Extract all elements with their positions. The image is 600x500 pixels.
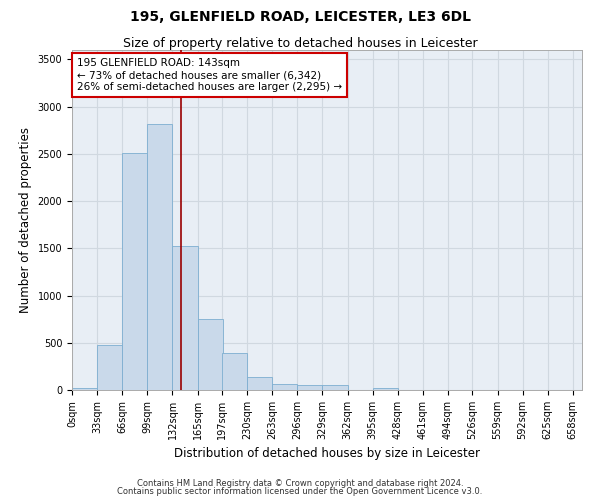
Bar [72,388,97,390]
Bar [247,377,272,390]
Bar [122,153,148,390]
Bar [97,344,122,390]
Bar [172,246,197,390]
Text: Contains public sector information licensed under the Open Government Licence v3: Contains public sector information licen… [118,487,482,496]
Text: Size of property relative to detached houses in Leicester: Size of property relative to detached ho… [122,38,478,51]
Bar [148,124,172,390]
Bar [222,353,247,390]
X-axis label: Distribution of detached houses by size in Leicester: Distribution of detached houses by size … [174,448,480,460]
Bar [298,386,322,390]
Bar [272,384,298,390]
Text: Contains HM Land Registry data © Crown copyright and database right 2024.: Contains HM Land Registry data © Crown c… [137,478,463,488]
Text: 195, GLENFIELD ROAD, LEICESTER, LE3 6DL: 195, GLENFIELD ROAD, LEICESTER, LE3 6DL [130,10,470,24]
Y-axis label: Number of detached properties: Number of detached properties [19,127,32,313]
Bar [373,388,398,390]
Text: 195 GLENFIELD ROAD: 143sqm
← 73% of detached houses are smaller (6,342)
26% of s: 195 GLENFIELD ROAD: 143sqm ← 73% of deta… [77,58,342,92]
Bar [197,319,223,390]
Bar [322,386,347,390]
